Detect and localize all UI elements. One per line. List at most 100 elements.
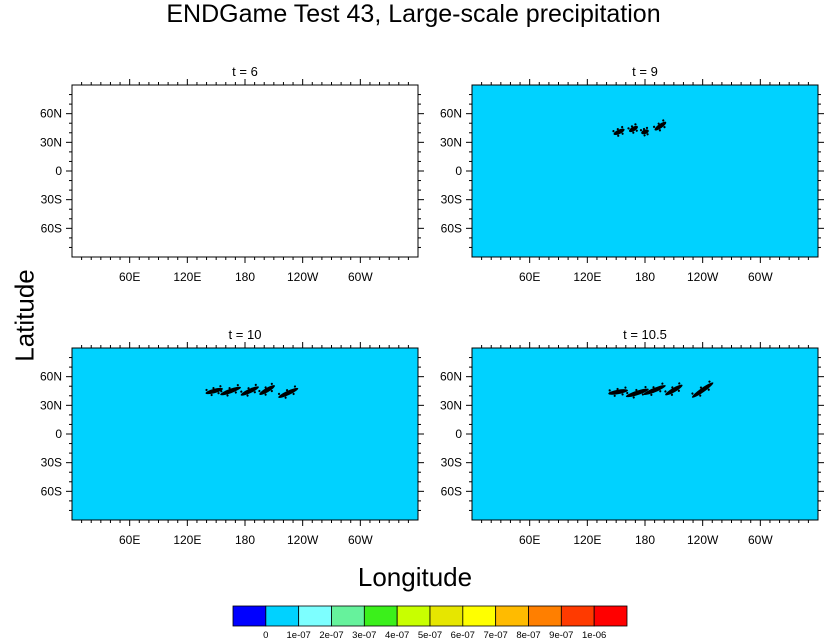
precip-feature	[627, 123, 638, 134]
precip-band	[220, 386, 241, 396]
precip-speck	[708, 380, 711, 383]
x-tick-label: 60E	[119, 270, 140, 284]
precip-speck	[284, 396, 287, 399]
precip-speck	[699, 394, 702, 397]
precip-speck	[626, 391, 629, 395]
x-tick-label: 180	[235, 533, 255, 547]
precip-speck	[677, 389, 680, 392]
y-tick-label: 30N	[40, 135, 62, 149]
x-tick-label: 60W	[748, 533, 773, 547]
panel-2: 60E 120E 180 120W 60W 60N 30N 0 30S 60S t = 9	[440, 64, 824, 284]
precip-speck	[621, 125, 624, 129]
panel-4: 60E 120E 180 120W 60W 60N 30N 0 30S 60S t = 10.5	[440, 327, 824, 547]
precip-speck	[236, 384, 239, 387]
y-tick-label: 30N	[440, 135, 462, 149]
precip-speck	[644, 385, 647, 389]
precip-speck	[253, 391, 256, 394]
x-tick-label: 180	[635, 270, 655, 284]
precip-speck	[205, 388, 208, 392]
x-tick-label: 120W	[287, 533, 319, 547]
x-tick-label: 60W	[348, 533, 373, 547]
precip-speck	[612, 130, 615, 133]
precip-speck	[671, 386, 674, 389]
precip-speck	[226, 394, 229, 397]
precip-speck	[627, 127, 630, 130]
precip-speck	[616, 387, 619, 391]
x-axis-label: Longitude	[357, 562, 473, 592]
colorbar-swatch	[331, 605, 365, 627]
x-tick-label: 120E	[573, 270, 601, 284]
precip-speck	[621, 132, 624, 135]
y-tick-label: 0	[55, 427, 62, 441]
x-tick-label: 120E	[173, 270, 201, 284]
precip-speck	[293, 385, 297, 388]
precip-speck	[292, 392, 295, 396]
y-tick-label: 30N	[40, 398, 62, 412]
precip-feature	[258, 382, 275, 396]
colorbar-swatch	[232, 605, 267, 627]
x-tick-label: 120E	[573, 533, 601, 547]
precip-speck	[210, 393, 213, 397]
precip-speck	[646, 133, 649, 136]
precip-band	[654, 121, 667, 131]
colorbar-label: 1e-06	[582, 630, 606, 638]
precip-speck	[658, 129, 662, 132]
y-tick-label: 60N	[40, 370, 62, 384]
colorbar-label: 1e-07	[287, 630, 311, 638]
colorbar-swatch	[560, 605, 595, 627]
precip-speck	[645, 126, 649, 130]
y-tick-label: 60N	[40, 107, 62, 121]
precip-speck	[254, 383, 257, 387]
colorbar-label: 2e-07	[319, 630, 343, 638]
y-tick-label: 0	[455, 427, 462, 441]
precip-speck	[643, 134, 646, 137]
y-tick-label: 0	[455, 164, 462, 178]
precip-speck	[270, 382, 273, 385]
precip-speck	[258, 389, 261, 393]
colorbar-label: 8e-07	[516, 630, 540, 638]
precip-speck	[632, 131, 635, 134]
y-tick-label: 30S	[41, 193, 62, 207]
y-tick-label: 60S	[441, 484, 462, 498]
precip-speck	[670, 393, 674, 396]
panel-1: 60E 120E 180 120W 60W 60N 30N 0 30S 60S t = 6	[40, 64, 424, 284]
colorbar-swatch	[462, 605, 497, 627]
precip-speck	[277, 392, 281, 396]
precip-band	[613, 128, 625, 136]
x-tick-label: 60E	[519, 270, 540, 284]
precip-speck	[246, 394, 249, 397]
colorbar-swatch	[265, 605, 300, 627]
precip-band	[628, 125, 638, 133]
colorbar-label: 4e-07	[385, 630, 409, 638]
precip-speck	[212, 387, 215, 390]
precip-speck	[707, 388, 710, 391]
panel-label: t = 10.5	[623, 327, 667, 342]
precip-band	[205, 387, 223, 395]
precip-speck	[678, 382, 681, 385]
x-tick-label: 60W	[748, 270, 773, 284]
precip-band	[240, 386, 259, 396]
precip-speck	[616, 128, 619, 131]
precip-feature	[643, 382, 666, 396]
panel-fill	[472, 348, 818, 520]
y-tick-label: 30N	[440, 398, 462, 412]
panel-label: t = 6	[232, 64, 258, 79]
y-tick-label: 60S	[441, 221, 462, 235]
x-tick-label: 180	[635, 533, 655, 547]
precip-speck	[228, 387, 231, 390]
precip-speck	[641, 393, 644, 396]
precip-speck	[624, 386, 627, 389]
precip-speck	[652, 386, 655, 389]
precip-speck	[632, 396, 635, 399]
colorbar-swatch	[429, 605, 464, 627]
colorbar-swatch	[528, 605, 562, 627]
precip-speck	[634, 123, 637, 126]
colorbar-label: 6e-07	[451, 630, 475, 638]
precip-feature	[664, 382, 683, 396]
colorbar-label: 9e-07	[549, 630, 573, 638]
figure-title: ENDGame Test 43, Large-scale precipitati…	[166, 0, 661, 28]
precip-speck	[240, 390, 243, 393]
precip-speck	[699, 386, 703, 389]
colorbar-swatch	[396, 605, 431, 627]
